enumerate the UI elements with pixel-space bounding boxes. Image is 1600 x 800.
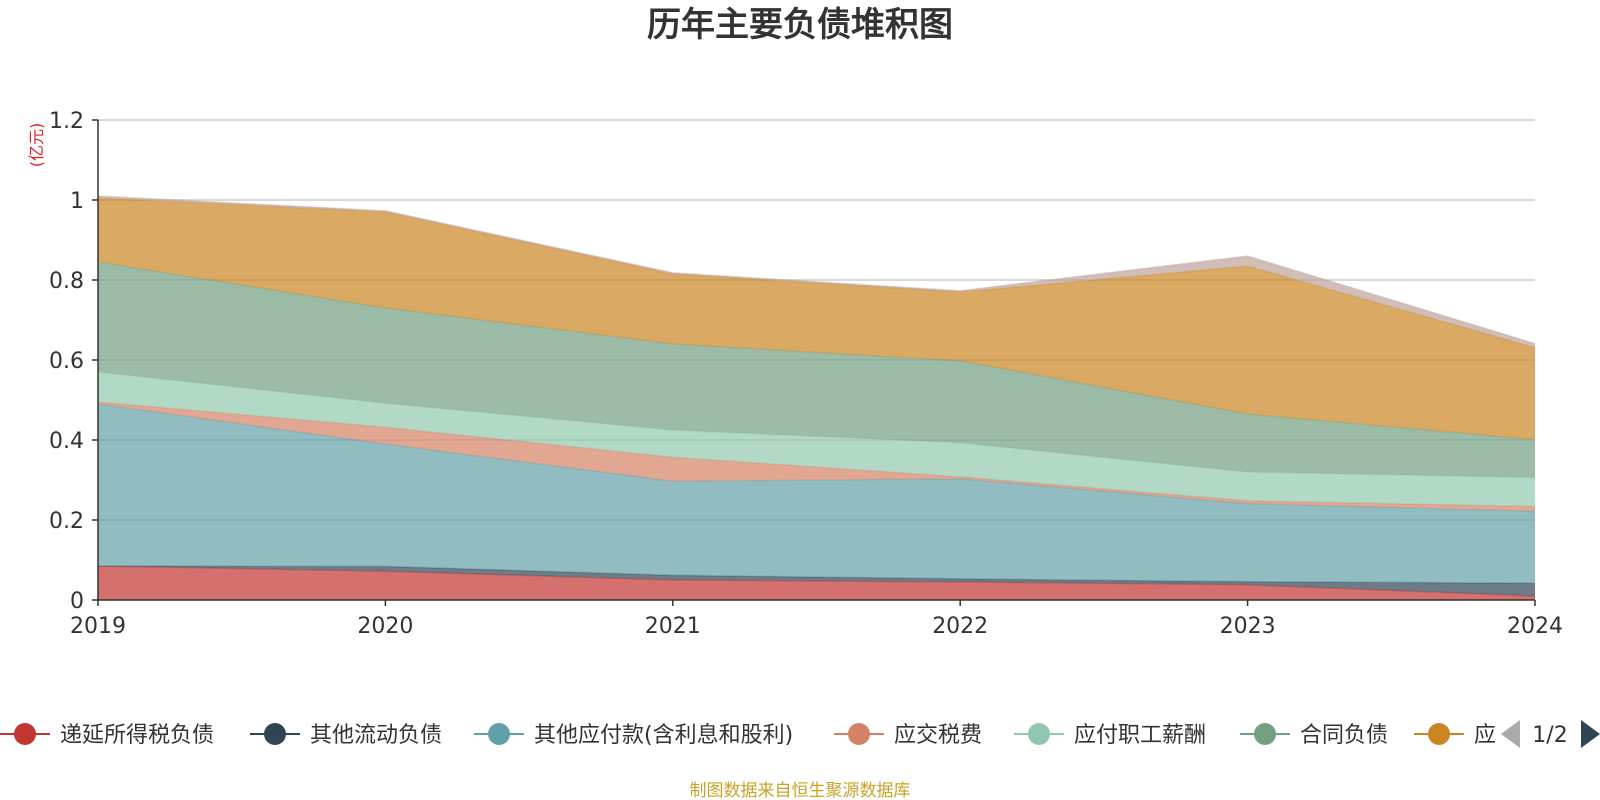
- series-areas: [97, 195, 1536, 600]
- legend-circle-icon: [1428, 723, 1450, 745]
- x-tick-label: 2024: [1507, 614, 1563, 639]
- x-tick-label: 2022: [932, 614, 988, 639]
- legend-item[interactable]: 应交税费: [834, 723, 982, 748]
- legend-label: 应付职工薪酬: [1074, 723, 1206, 748]
- data-source-note: 制图数据来自恒生聚源数据库: [690, 781, 911, 800]
- legend-circle-icon: [1254, 723, 1276, 745]
- x-tick-label: 2021: [645, 614, 701, 639]
- y-tick-label: 0.2: [49, 509, 84, 534]
- legend-prev-page-icon[interactable]: [1501, 720, 1520, 748]
- series-area-0: [98, 566, 1535, 600]
- legend-item[interactable]: 递延所得税负债: [0, 723, 214, 748]
- legend-circle-icon: [848, 723, 870, 745]
- legend-label: 其他应付款(含利息和股利): [534, 723, 793, 748]
- legend-item[interactable]: 应付职工薪酬: [1014, 723, 1206, 748]
- legend-next-page-icon[interactable]: [1581, 720, 1600, 748]
- x-tick-label: 2023: [1220, 614, 1276, 639]
- legend-circle-icon: [264, 723, 286, 745]
- series-area-5: [98, 262, 1535, 478]
- legend-pager: 1/2: [1501, 720, 1600, 748]
- series-area-1: [98, 566, 1535, 596]
- legend-page-indicator: 1/2: [1532, 723, 1567, 748]
- legend-item[interactable]: 其他应付款(含利息和股利): [474, 723, 793, 748]
- legend-item[interactable]: 其他流动负债: [250, 723, 442, 748]
- y-axis-unit-label: (亿元): [27, 123, 46, 168]
- y-tick-label: 0: [70, 589, 84, 614]
- legend-label: 合同负债: [1300, 723, 1388, 748]
- series-area-6: [98, 198, 1535, 440]
- legend-label: 应: [1474, 723, 1496, 748]
- legend-circle-icon: [1028, 723, 1050, 745]
- legend-label: 递延所得税负债: [60, 723, 214, 748]
- y-tick-label: 1: [70, 189, 84, 214]
- x-tick-label: 2019: [70, 614, 126, 639]
- y-tick-label: 0.6: [49, 349, 84, 374]
- legend: 递延所得税负债 其他流动负债 其他应付款(含利息和股利) 应交税费 应付职工薪酬 合同负债…: [0, 723, 1496, 748]
- y-tick-label: 0.4: [49, 429, 84, 454]
- x-tick-label: 2020: [357, 614, 413, 639]
- y-tick-label: 0.8: [49, 269, 84, 294]
- y-tick-label: 1.2: [49, 109, 84, 134]
- chart-title: 历年主要负债堆积图: [647, 5, 953, 45]
- legend-circle-icon: [488, 723, 510, 745]
- legend-circle-icon: [14, 723, 36, 745]
- legend-label: 其他流动负债: [310, 723, 442, 748]
- axes: 0 0.2 0.4 0.6 0.8 1 1.2 2019 2020 2021 2022 2023 202…: [49, 109, 1563, 639]
- legend-item[interactable]: 应: [1414, 723, 1496, 748]
- legend-item[interactable]: 合同负债: [1240, 723, 1388, 748]
- legend-label: 应交税费: [894, 723, 982, 748]
- series-line-7: [97, 195, 1536, 345]
- series-area-4: [98, 372, 1535, 507]
- series-area-2: [98, 404, 1535, 584]
